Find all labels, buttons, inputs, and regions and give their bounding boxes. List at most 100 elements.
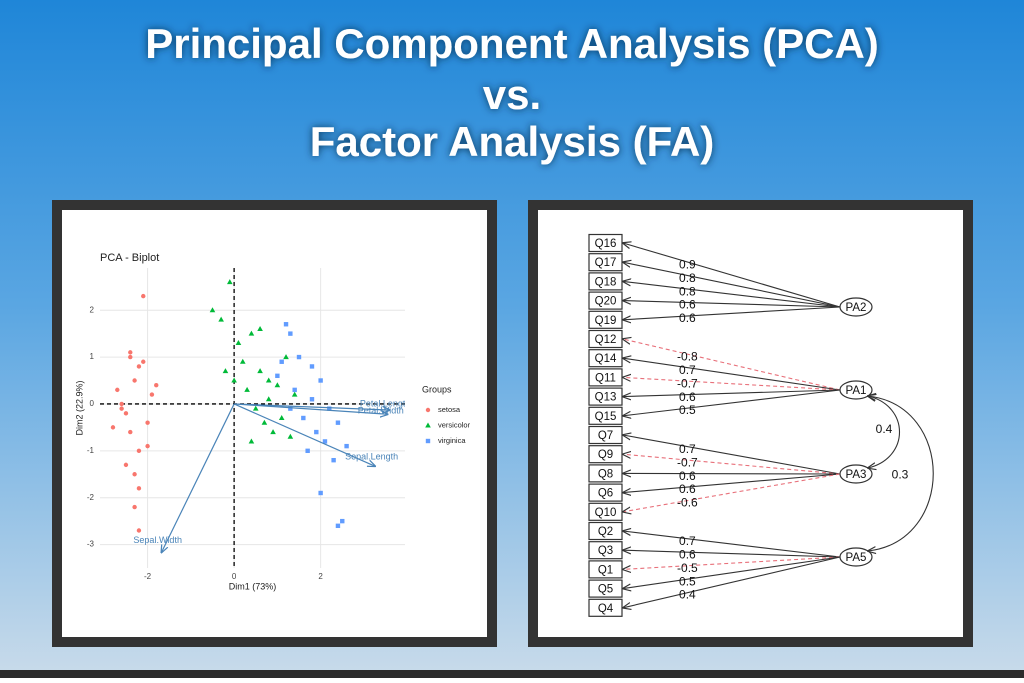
loading-edge [623,454,841,475]
point [314,429,319,435]
loading-label: 0.6 [679,311,696,325]
correlation-edge [868,396,901,468]
point [128,354,133,360]
loading-label: 0.7 [679,442,696,456]
arrow-label: Sepal.Width [133,535,182,545]
x-tick-label: -2 [144,572,152,581]
legend-title: Groups [422,384,452,394]
loading-label: -0.7 [677,455,698,469]
loading-edge [623,473,841,512]
loading-label: -0.8 [677,349,698,363]
loading-edge [623,358,841,391]
point [123,411,129,416]
point [119,401,124,407]
point [141,359,146,364]
point [128,429,133,435]
point [265,377,272,383]
point [154,382,159,388]
point [115,387,120,393]
point [309,397,315,402]
loading-label: 0.7 [679,534,696,548]
point [141,293,146,299]
item-label: Q5 [598,584,613,596]
y-tick-label: -3 [87,540,95,549]
item-label: Q10 [595,507,617,519]
point [257,368,263,374]
point [274,382,281,388]
loading-edge [623,473,841,474]
point [119,406,124,411]
point [235,340,242,345]
point [275,373,280,379]
point [318,378,323,383]
item-label: Q4 [598,603,614,615]
point [305,448,310,454]
arrow-label: Petal.Length [360,398,411,408]
point [296,354,302,360]
item-label: Q17 [595,257,617,269]
item-label: Q15 [595,411,617,423]
loading-arrow [234,403,390,410]
item-box [588,464,623,483]
factor-node [839,297,873,317]
correlation-label: 0.4 [876,422,893,436]
point [318,490,323,496]
point [218,316,224,322]
point [301,415,306,421]
arrow-label: Sepal.Length [345,452,398,462]
point [257,325,263,331]
point [248,438,255,444]
arrow-label: Petal.Width [358,406,404,416]
x-axis-label: Dim1 (73%) [229,581,277,591]
loading-edge [623,531,841,558]
title-line: Factor Analysis (FA) [310,118,715,165]
legend-label: virginica [438,436,466,445]
chart-title: PCA - Biplot [100,252,159,264]
point [278,415,285,420]
point [270,429,276,435]
title-line: Principal Component Analysis (PCA) [145,20,879,67]
legend-marker [425,407,431,413]
point [248,330,255,336]
point [279,359,284,364]
point [136,448,142,454]
point [252,405,259,411]
loading-edge [623,243,841,308]
point [239,358,246,364]
point [335,420,341,425]
point [244,386,250,392]
item-label: Q8 [598,468,613,480]
item-label: Q18 [595,276,617,288]
point [222,368,229,374]
item-label: Q14 [595,353,617,365]
y-tick-label: 1 [90,352,95,361]
correlation-label: 0.3 [892,468,909,482]
loading-label: -0.7 [677,376,698,390]
point [283,322,289,327]
factor-node [839,547,873,567]
loading-edge [623,389,841,416]
legend-label: versicolor [438,420,471,429]
title-line: vs. [483,71,541,118]
legend-label: setosa [438,405,461,414]
factor-label: PA1 [846,385,867,397]
loading-label: 0.6 [679,390,696,404]
point [136,528,142,533]
factor-label: PA3 [846,469,867,481]
y-tick-label: 0 [90,399,95,408]
loading-label: 0.6 [679,547,696,561]
point [132,378,137,383]
point [145,443,150,449]
loading-arrow [234,403,388,414]
point [287,433,294,439]
item-label: Q3 [598,545,613,557]
fa-diagram: Q16 Q17 Q18 Q20 Q19 Q12 Q14 Q11 Q13 Q15 Q7 Q9 Q8 Q6 Q1… [588,233,934,617]
item-label: Q13 [595,392,617,404]
bottom-strip [0,670,1024,678]
loading-edge [623,306,841,320]
point [331,457,336,463]
x-tick-label: 0 [232,572,237,581]
point [322,439,328,444]
point [265,396,272,402]
